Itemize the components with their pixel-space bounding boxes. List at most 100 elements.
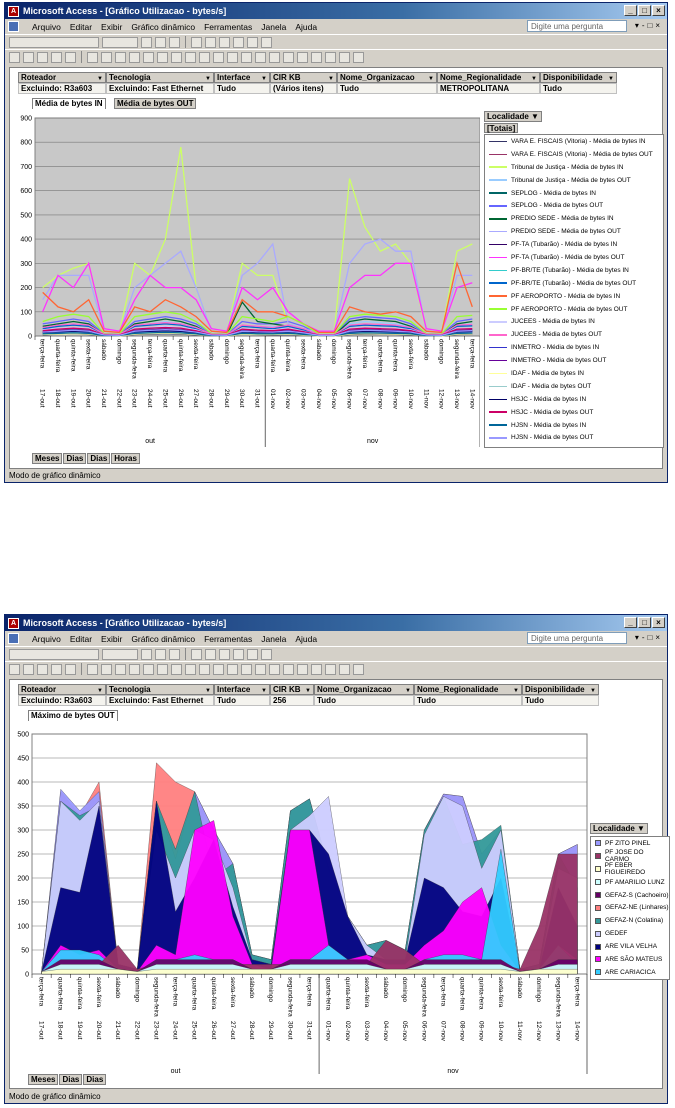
form-icon[interactable] (8, 21, 19, 32)
properties-icon[interactable] (311, 51, 322, 63)
autofilter-icon[interactable] (171, 663, 182, 675)
database-window-icon[interactable] (325, 51, 336, 63)
field-tecnologia[interactable]: Tecnologia (106, 684, 214, 696)
undo-icon[interactable] (87, 663, 98, 675)
legend-icon[interactable] (297, 663, 308, 675)
subtotal-icon[interactable] (213, 51, 224, 63)
font-color-icon[interactable] (247, 648, 258, 660)
italic-icon[interactable] (155, 36, 166, 48)
field-dias[interactable]: Dias (63, 453, 87, 464)
sort-desc-icon[interactable] (157, 663, 168, 675)
font-combo[interactable] (9, 36, 99, 48)
align-center-icon[interactable] (205, 36, 216, 48)
fill-color-icon[interactable] (233, 36, 244, 48)
field-disponibilidade[interactable]: Disponibilidade (522, 684, 599, 696)
align-right-icon[interactable] (219, 648, 230, 660)
field-horas[interactable]: Horas (111, 453, 140, 464)
field-nome-organizacao[interactable]: Nome_Organizacao (314, 684, 414, 696)
refresh-icon[interactable] (255, 663, 266, 675)
preview-icon[interactable] (65, 663, 76, 675)
field-dias[interactable]: Dias (83, 1074, 107, 1085)
save-icon[interactable] (23, 51, 34, 63)
show-top-icon[interactable] (185, 51, 196, 63)
field-roteador[interactable]: Roteador (18, 684, 106, 696)
collapse-icon[interactable] (241, 51, 252, 63)
series-pf-aeroporto-m-dia-de-bytes-in[interactable] (42, 260, 473, 334)
sort-asc-icon[interactable] (143, 51, 154, 63)
field-tecnologia[interactable]: Tecnologia (106, 72, 214, 84)
view-icon[interactable] (9, 51, 20, 63)
menu-grafico[interactable]: Gráfico dinâmico (131, 633, 196, 644)
help-search-input[interactable]: Digite uma pergunta (527, 632, 627, 644)
print-icon[interactable] (51, 663, 62, 675)
field-nome-organizacao[interactable]: Nome_Organizacao (337, 72, 437, 84)
menu-janela[interactable]: Janela (261, 21, 287, 32)
new-object-icon[interactable] (339, 51, 350, 63)
legend-field-localidade[interactable]: Localidade ▼ (484, 111, 542, 122)
fill-color-icon[interactable] (233, 648, 244, 660)
field-interface[interactable]: Interface (214, 684, 270, 696)
close-icon[interactable]: × (652, 5, 665, 16)
properties-icon[interactable] (311, 663, 322, 675)
field-nome-regionalidade[interactable]: Nome_Regionalidade (414, 684, 522, 696)
minimize-icon[interactable]: _ (624, 617, 637, 628)
font-color-icon[interactable] (247, 36, 258, 48)
preview-icon[interactable] (65, 51, 76, 63)
align-center-icon[interactable] (205, 648, 216, 660)
sort-asc-icon[interactable] (143, 663, 154, 675)
field-dias[interactable]: Dias (59, 1074, 83, 1085)
menu-ferramentas[interactable]: Ferramentas (204, 633, 253, 644)
italic-icon[interactable] (155, 648, 166, 660)
tab-media-bytes-out[interactable]: Média de bytes OUT (114, 98, 197, 109)
help-icon[interactable] (353, 51, 364, 63)
align-left-icon[interactable] (191, 648, 202, 660)
collapse-icon[interactable] (241, 663, 252, 675)
series-hjsn-m-dia-de-bytes-out[interactable] (42, 329, 473, 336)
multiple-plots-icon[interactable] (283, 51, 294, 63)
field-interface[interactable]: Interface (214, 72, 270, 84)
sort-desc-icon[interactable] (157, 51, 168, 63)
title-bar[interactable]: A Microsoft Access - [Gráfico Utilizacao… (5, 615, 667, 631)
help-icon[interactable] (353, 663, 364, 675)
autocalc-icon[interactable] (199, 663, 210, 675)
minimize-icon[interactable]: _ (624, 5, 637, 16)
field-meses[interactable]: Meses (32, 453, 63, 464)
underline-icon[interactable] (169, 36, 180, 48)
title-bar[interactable]: A Microsoft Access - [Gráfico Utilizacao… (5, 3, 667, 19)
line-color-icon[interactable] (261, 648, 272, 660)
field-cir-kb[interactable]: CIR KB (270, 72, 337, 84)
doc-window-controls-icon[interactable]: ▾-□× (634, 21, 663, 30)
menu-editar[interactable]: Editar (69, 633, 93, 644)
maximize-icon[interactable]: □ (638, 5, 651, 16)
save-icon[interactable] (23, 663, 34, 675)
copy-icon[interactable] (101, 51, 112, 63)
menu-ajuda[interactable]: Ajuda (295, 633, 318, 644)
field-roteador[interactable]: Roteador (18, 72, 106, 84)
maximize-icon[interactable]: □ (638, 617, 651, 628)
print-icon[interactable] (51, 51, 62, 63)
field-cir-kb[interactable]: CIR KB (270, 684, 314, 696)
autofilter-icon[interactable] (171, 51, 182, 63)
close-icon[interactable]: × (652, 617, 665, 628)
delete-icon[interactable] (115, 663, 126, 675)
form-icon[interactable] (8, 633, 19, 644)
menu-editar[interactable]: Editar (69, 21, 93, 32)
subtotal-icon[interactable] (213, 663, 224, 675)
line-color-icon[interactable] (261, 36, 272, 48)
field-nome-regionalidade[interactable]: Nome_Regionalidade (437, 72, 540, 84)
autocalc-icon[interactable] (199, 51, 210, 63)
doc-window-controls-icon[interactable]: ▾-□× (634, 633, 663, 642)
tab-media-bytes-in[interactable]: Média de bytes IN (32, 98, 106, 109)
legend-icon[interactable] (297, 51, 308, 63)
size-combo[interactable] (102, 648, 138, 660)
undo-icon[interactable] (87, 51, 98, 63)
multiple-plots-icon[interactable] (283, 663, 294, 675)
size-combo[interactable] (102, 36, 138, 48)
menu-grafico[interactable]: Gráfico dinâmico (131, 21, 196, 32)
show-top-icon[interactable] (185, 663, 196, 675)
menu-arquivo[interactable]: Arquivo (32, 633, 61, 644)
copy-icon[interactable] (101, 663, 112, 675)
field-list-icon[interactable] (129, 663, 140, 675)
menu-ajuda[interactable]: Ajuda (295, 21, 318, 32)
menu-arquivo[interactable]: Arquivo (32, 21, 61, 32)
